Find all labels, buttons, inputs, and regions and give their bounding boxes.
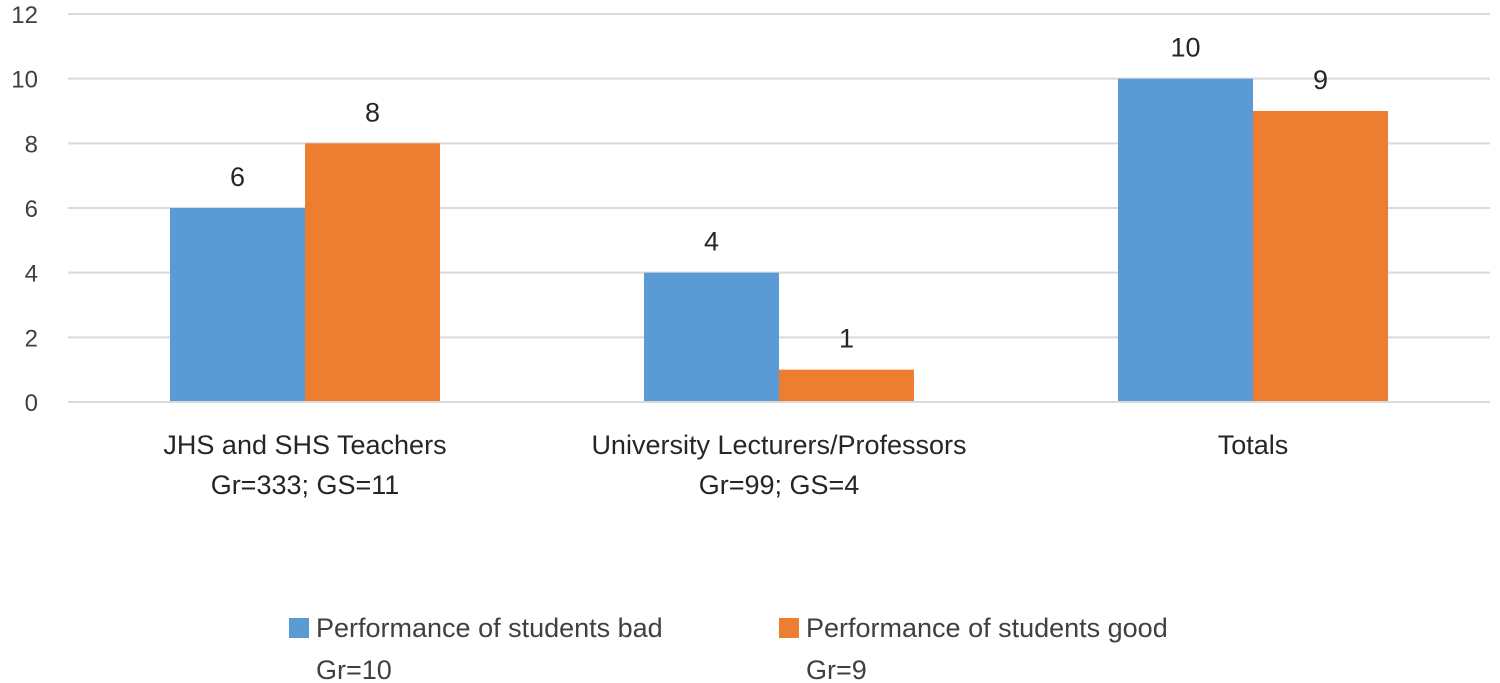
- x-tick-label: Totals: [1218, 430, 1289, 460]
- y-tick-label: 10: [11, 67, 38, 94]
- data-label: 6: [230, 162, 245, 192]
- bar: [644, 272, 779, 402]
- y-tick-label: 4: [25, 261, 38, 288]
- bar: [779, 369, 914, 402]
- y-axis-ticks: 0 2 4 6 8 10 12: [11, 2, 38, 417]
- y-tick-label: 12: [11, 2, 38, 29]
- legend-label: Performance of students good: [806, 613, 1168, 643]
- x-tick-label: JHS and SHS Teachers: [163, 430, 446, 460]
- data-label: 4: [704, 227, 719, 257]
- legend-label: Gr=10: [316, 655, 392, 683]
- bar: [170, 208, 305, 402]
- legend-label: Performance of students bad: [316, 613, 663, 643]
- legend-swatch: [289, 618, 309, 638]
- bars: [170, 78, 1388, 403]
- data-label: 1: [839, 324, 854, 354]
- bar: [305, 143, 440, 403]
- x-tick-label: Gr=99; GS=4: [699, 470, 860, 500]
- bar: [1118, 78, 1253, 403]
- legend: Performance of students bad Gr=10 Performa…: [289, 613, 1168, 683]
- y-tick-label: 8: [25, 131, 38, 158]
- y-tick-label: 6: [25, 196, 38, 223]
- x-tick-label: Gr=333; GS=11: [211, 470, 400, 500]
- x-tick-label: University Lecturers/Professors: [591, 430, 966, 460]
- category-labels: JHS and SHS Teachers Gr=333; GS=11 Univers…: [163, 430, 1288, 500]
- legend-label: Gr=9: [806, 655, 867, 683]
- data-labels: 6 8 4 1 10 9: [230, 33, 1328, 354]
- y-tick-label: 2: [25, 325, 38, 352]
- bar: [1253, 111, 1388, 402]
- data-label: 9: [1313, 65, 1328, 95]
- legend-swatch: [779, 618, 799, 638]
- data-label: 8: [365, 97, 380, 127]
- data-label: 10: [1170, 33, 1200, 63]
- y-tick-label: 0: [25, 390, 38, 417]
